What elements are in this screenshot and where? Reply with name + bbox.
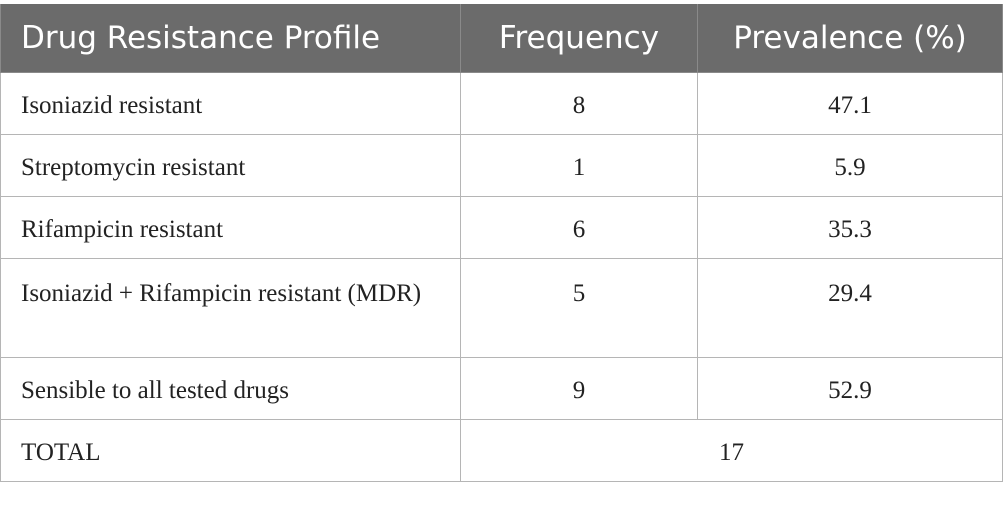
total-value: 17 <box>460 419 1003 482</box>
profile-cell: Rifampicin resistant <box>0 196 461 259</box>
frequency-cell: 8 <box>460 72 698 135</box>
table-row: Sensible to all tested drugs 9 52.9 <box>0 357 1003 420</box>
frequency-cell: 1 <box>460 134 698 197</box>
header-row: Drug Resistance Profile Frequency Preval… <box>0 4 1003 73</box>
profile-cell: Isoniazid + Rifampicin resistant (MDR) <box>0 258 461 358</box>
total-label: TOTAL <box>0 419 461 482</box>
table-row: Isoniazid resistant 8 47.1 <box>0 72 1003 135</box>
header-drug-resistance-profile: Drug Resistance Profile <box>0 4 461 73</box>
prevalence-cell: 29.4 <box>697 258 1003 358</box>
table-row: Streptomycin resistant 1 5.9 <box>0 134 1003 197</box>
header-frequency: Frequency <box>460 4 698 73</box>
table-row: Rifampicin resistant 6 35.3 <box>0 196 1003 259</box>
frequency-cell: 9 <box>460 357 698 420</box>
frequency-cell: 6 <box>460 196 698 259</box>
prevalence-cell: 35.3 <box>697 196 1003 259</box>
profile-cell: Isoniazid resistant <box>0 72 461 135</box>
prevalence-cell: 52.9 <box>697 357 1003 420</box>
drug-resistance-table: Drug Resistance Profile Frequency Preval… <box>0 4 1003 482</box>
prevalence-cell: 47.1 <box>697 72 1003 135</box>
profile-cell: Sensible to all tested drugs <box>0 357 461 420</box>
total-row: TOTAL 17 <box>0 419 1003 482</box>
prevalence-cell: 5.9 <box>697 134 1003 197</box>
frequency-cell: 5 <box>460 258 698 358</box>
table-row: Isoniazid + Rifampicin resistant (MDR) 5… <box>0 258 1003 358</box>
header-prevalence: Prevalence (%) <box>697 4 1003 73</box>
profile-cell: Streptomycin resistant <box>0 134 461 197</box>
